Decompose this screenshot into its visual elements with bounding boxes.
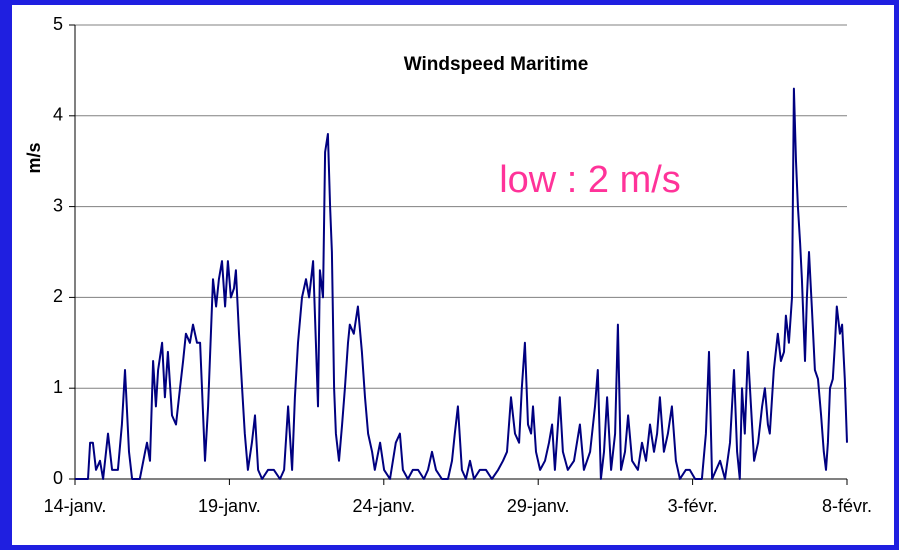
data-line <box>75 87 848 480</box>
x-tick-label: 29-janv. <box>507 496 570 516</box>
y-tick-label: 0 <box>53 468 63 488</box>
canvas <box>12 5 894 545</box>
y-tick-label: 3 <box>53 195 63 215</box>
y-tick-label: 4 <box>53 105 63 125</box>
y-tick-label: 5 <box>53 14 63 34</box>
x-tick-label: 24-janv. <box>352 496 415 516</box>
x-tick-label: 19-janv. <box>198 496 261 516</box>
y-axis-label: m/s <box>24 142 44 173</box>
x-tick-label: 14-janv. <box>44 496 107 516</box>
y-tick-label: 1 <box>53 377 63 397</box>
chart-title: Windspeed Maritime <box>404 54 589 75</box>
x-tick-label: 8-févr. <box>822 496 872 516</box>
x-tick-label: 3-févr. <box>668 496 718 516</box>
annotation: low : 2 m/s <box>499 159 681 201</box>
y-tick-label: 2 <box>53 286 63 306</box>
